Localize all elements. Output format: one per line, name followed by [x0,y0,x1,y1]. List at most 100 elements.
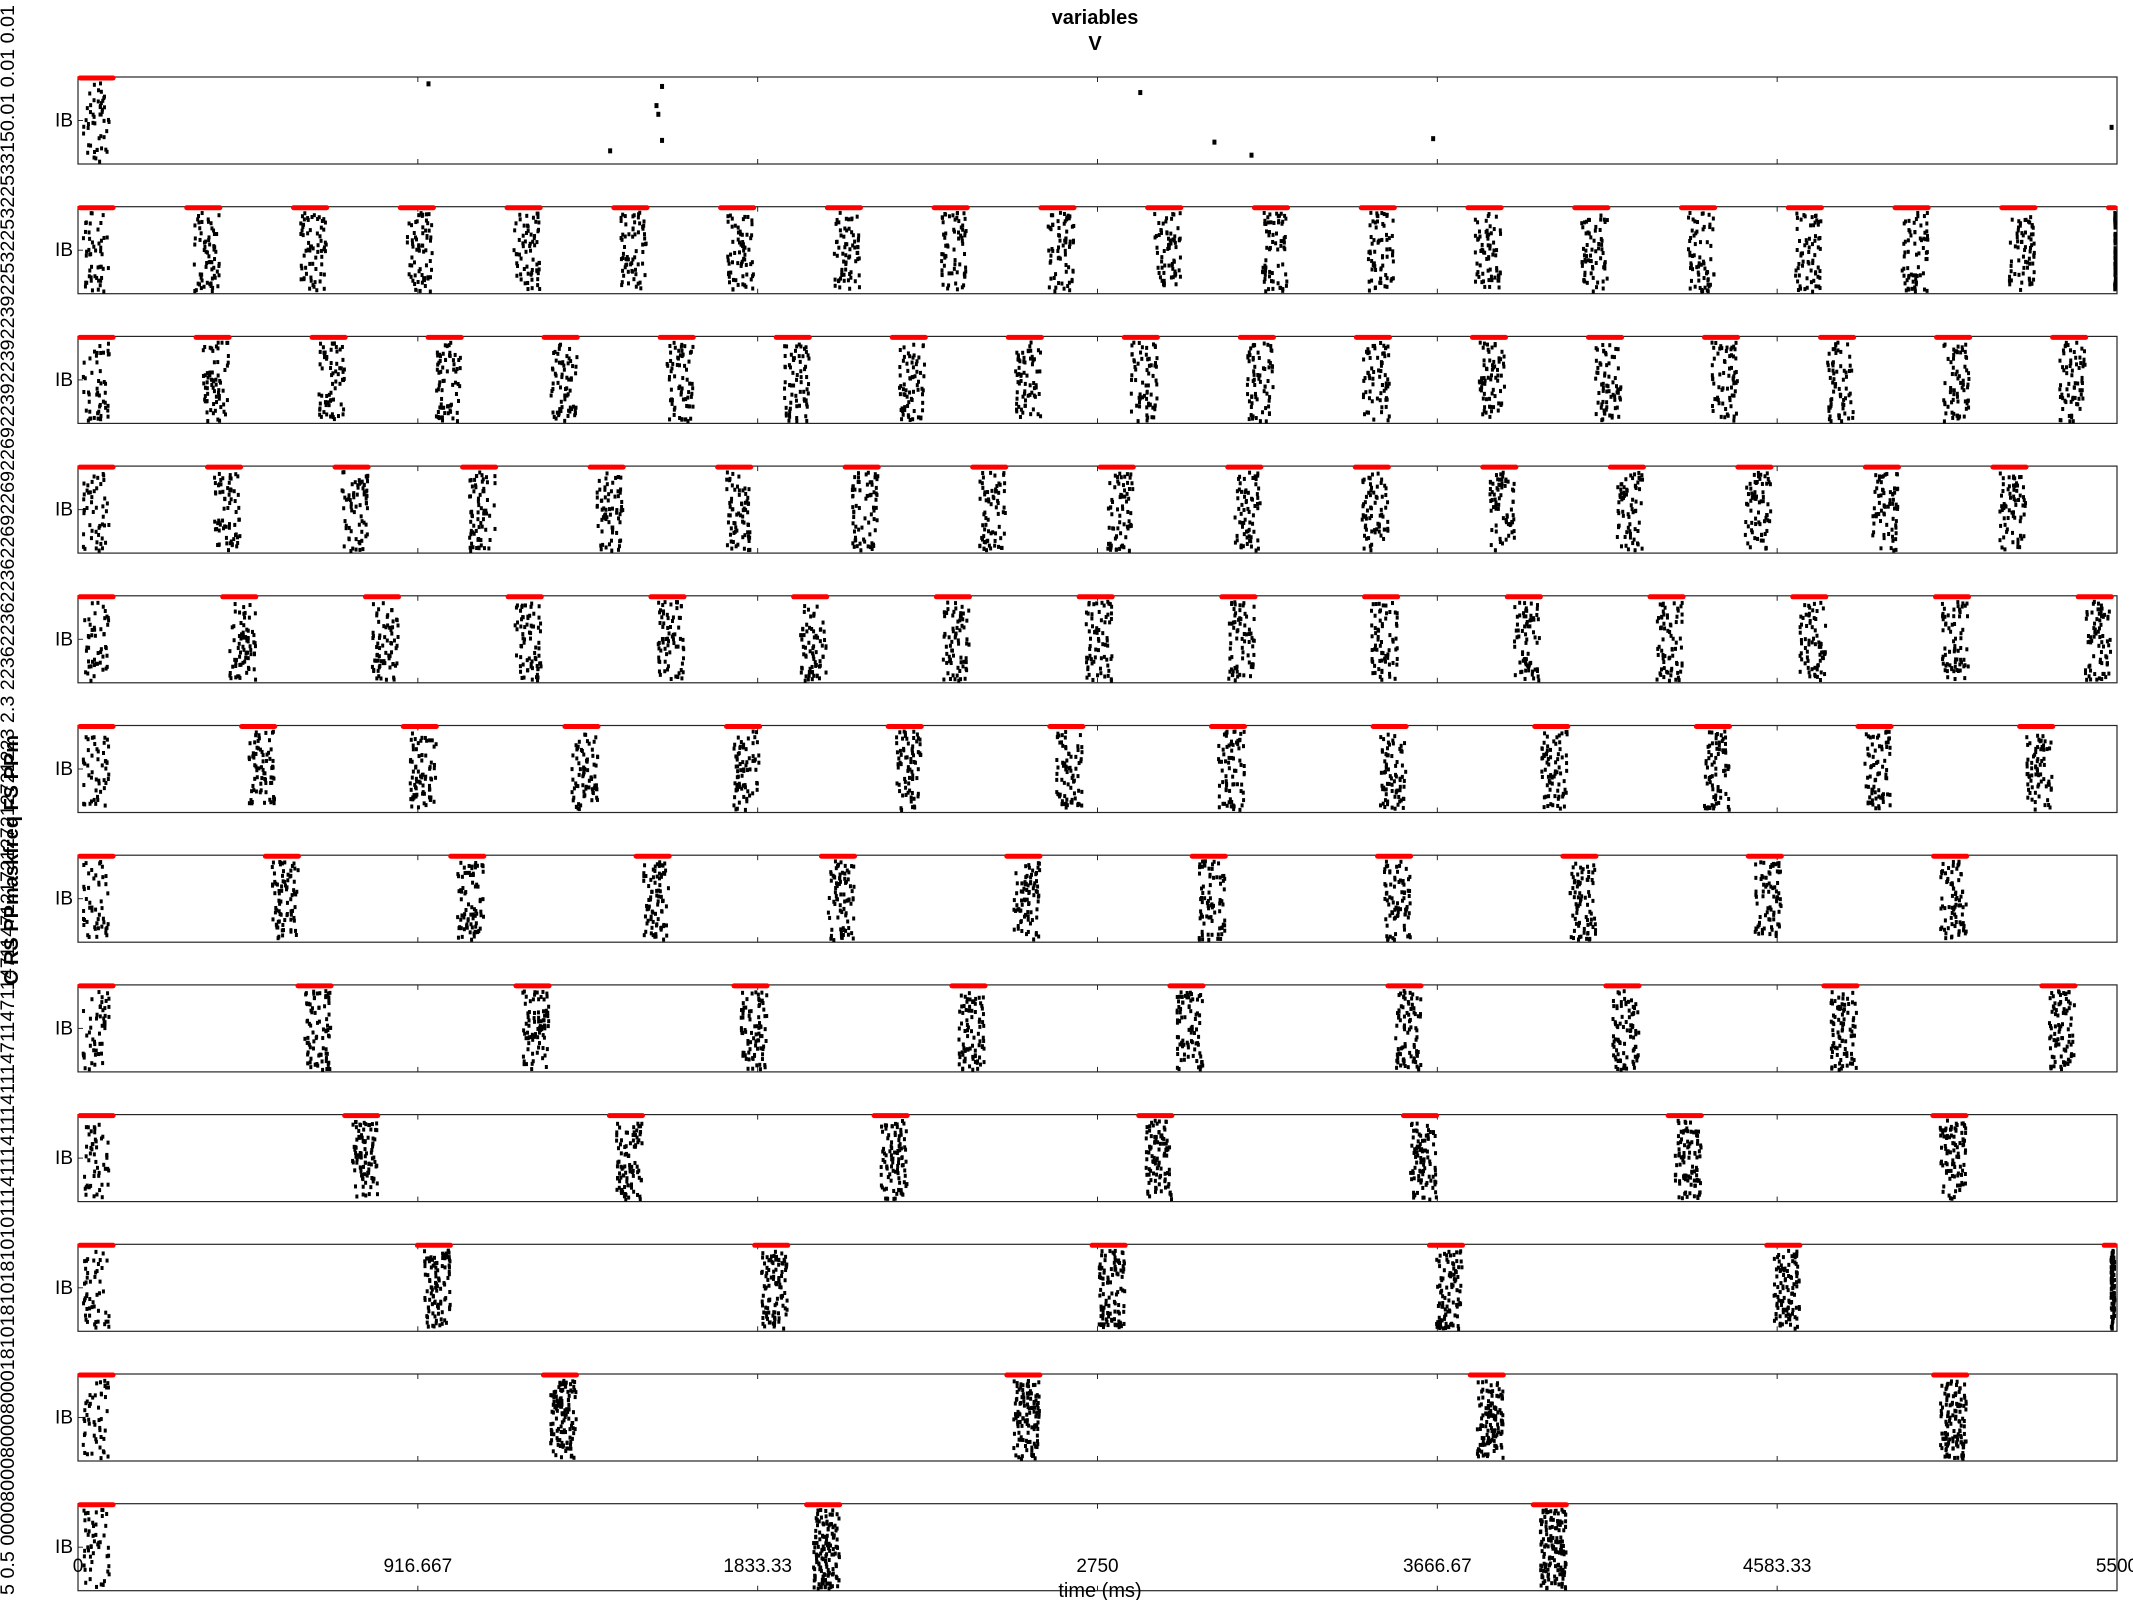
spike [795,373,799,378]
spike [1475,261,1479,266]
spike [1394,636,1398,641]
spike [1263,366,1267,371]
spike [633,267,637,272]
spike [515,603,519,608]
spike [2008,491,2012,496]
spike [1017,404,1021,409]
spike [474,528,478,533]
burst-spikes [81,735,111,808]
spike [441,365,445,370]
spike [851,493,855,498]
spike [607,542,611,547]
spike [342,407,346,412]
spike [1491,481,1495,486]
spike [1382,343,1386,348]
spike [746,495,750,500]
spike [1101,642,1105,647]
spike [1473,250,1477,255]
burst-spikes [340,470,370,553]
spike [1373,346,1377,351]
spike [1911,273,1915,278]
spike [216,417,220,422]
spike [1254,395,1258,400]
spike [1366,351,1370,356]
spike [2107,609,2111,614]
spike [207,238,211,243]
spike [1481,381,1485,386]
spike [1177,268,1181,273]
spike [1750,520,1754,525]
spike [519,655,523,660]
spike [1489,508,1493,513]
spike [1756,470,1760,475]
spike [513,228,517,233]
spike [1129,472,1133,477]
spike [82,509,86,514]
panel-frame [77,76,2118,165]
spike [1090,661,1094,666]
spike [318,234,322,239]
spike [616,494,620,499]
spike [2108,637,2112,642]
spike [997,544,1001,549]
spike [1597,246,1601,251]
spike [99,89,103,94]
spike [515,627,519,632]
spike [479,543,483,548]
spike [741,274,745,279]
spike [954,281,958,286]
spike [320,393,324,398]
spike [264,730,268,735]
spike [921,392,925,397]
spike [1515,635,1519,640]
spike [1379,280,1383,285]
spike [1022,391,1026,396]
burst-spikes [799,604,828,683]
spike [1087,672,1091,677]
spike [107,618,111,623]
spike [1064,263,1068,268]
spike [1533,667,1537,672]
spike [1923,230,1927,235]
spike [811,651,815,656]
spike [236,474,240,479]
spike [955,673,959,678]
spike [623,244,627,249]
spike [2029,245,2033,250]
spike [1386,519,1390,524]
spike [1258,379,1262,384]
spike [2065,387,2069,392]
spike [357,522,361,527]
spike [1823,672,1827,677]
spike [623,265,627,270]
spike [1275,211,1279,216]
spike [1110,654,1114,659]
spike [1733,370,1737,375]
spike [485,475,489,480]
spike [1826,363,1830,368]
spike [854,524,858,529]
spike [1894,547,1898,552]
spike [1894,525,1898,530]
spike [1486,268,1490,273]
spike [92,98,96,103]
spike [1502,354,1506,359]
spike [1384,273,1388,278]
spike [105,653,109,658]
spike [1907,287,1911,292]
spike [551,381,555,386]
spike [1376,240,1380,245]
spike [1599,237,1603,242]
spike [317,392,321,397]
spike [1750,530,1754,535]
spike [1233,665,1237,670]
spike [812,656,816,661]
spike [1366,257,1370,262]
spike [1105,638,1109,643]
spike [1238,672,1242,677]
spike [947,283,951,288]
spike [1252,638,1256,643]
spike [1480,385,1484,390]
spike [557,346,561,351]
spike [82,783,86,788]
